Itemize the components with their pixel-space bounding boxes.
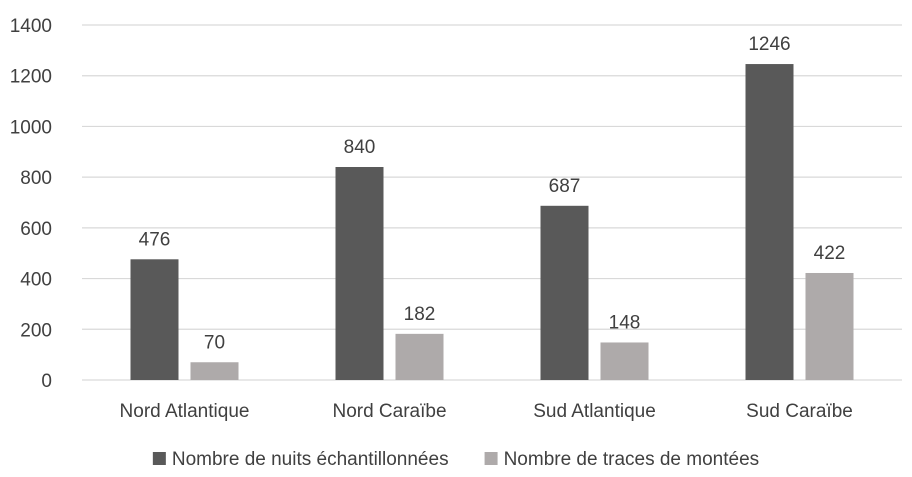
data-label: 148 xyxy=(609,312,641,333)
x-tick-label: Nord Caraïbe xyxy=(332,401,446,422)
data-labels: 476 70 840 182 687 148 1246 422 xyxy=(139,34,846,353)
legend-label: Nombre de nuits échantillonnées xyxy=(172,449,449,470)
bar-series-1-0 xyxy=(130,259,179,380)
y-tick-label: 1000 xyxy=(10,117,52,138)
y-tick-label: 600 xyxy=(20,219,52,240)
data-label: 1246 xyxy=(748,34,790,55)
legend-item: Nombre de traces de montées xyxy=(484,449,760,470)
y-tick-label: 0 xyxy=(41,371,52,392)
gridlines xyxy=(82,24,902,330)
legend: Nombre de nuits échantillonnées Nombre de… xyxy=(152,449,760,470)
bar-series-1-1 xyxy=(335,167,384,380)
legend-label: Nombre de traces de montées xyxy=(504,449,760,470)
bar-series-2-1 xyxy=(395,333,444,380)
data-label: 687 xyxy=(549,176,581,197)
legend-item: Nombre de nuits échantillonnées xyxy=(152,449,449,470)
data-label: 840 xyxy=(344,137,376,158)
data-label: 182 xyxy=(404,304,436,325)
bar-series-2-3 xyxy=(805,272,854,380)
bar-series-1-2 xyxy=(540,205,589,380)
x-tick-label: Nord Atlantique xyxy=(120,401,250,422)
legend-swatch xyxy=(484,452,498,465)
bar-series-1-3 xyxy=(745,64,794,381)
data-label: 70 xyxy=(204,332,225,353)
y-tick-label: 200 xyxy=(20,320,52,341)
bars xyxy=(130,64,854,381)
x-tick-label: Sud Atlantique xyxy=(533,401,656,422)
bar-series-2-0 xyxy=(190,362,239,380)
x-tick-label: Sud Caraïbe xyxy=(746,401,853,422)
axes: 0 200 400 600 800 1000 1200 1400 Nord Atlantique… xyxy=(10,16,902,422)
data-label: 476 xyxy=(139,229,171,250)
y-tick-label: 800 xyxy=(20,168,52,189)
bar-series-2-2 xyxy=(600,342,649,380)
data-label: 422 xyxy=(814,243,846,264)
y-tick-label: 1200 xyxy=(10,67,52,88)
y-tick-label: 1400 xyxy=(10,16,52,37)
y-tick-label: 400 xyxy=(20,270,52,291)
legend-swatch xyxy=(152,452,166,465)
